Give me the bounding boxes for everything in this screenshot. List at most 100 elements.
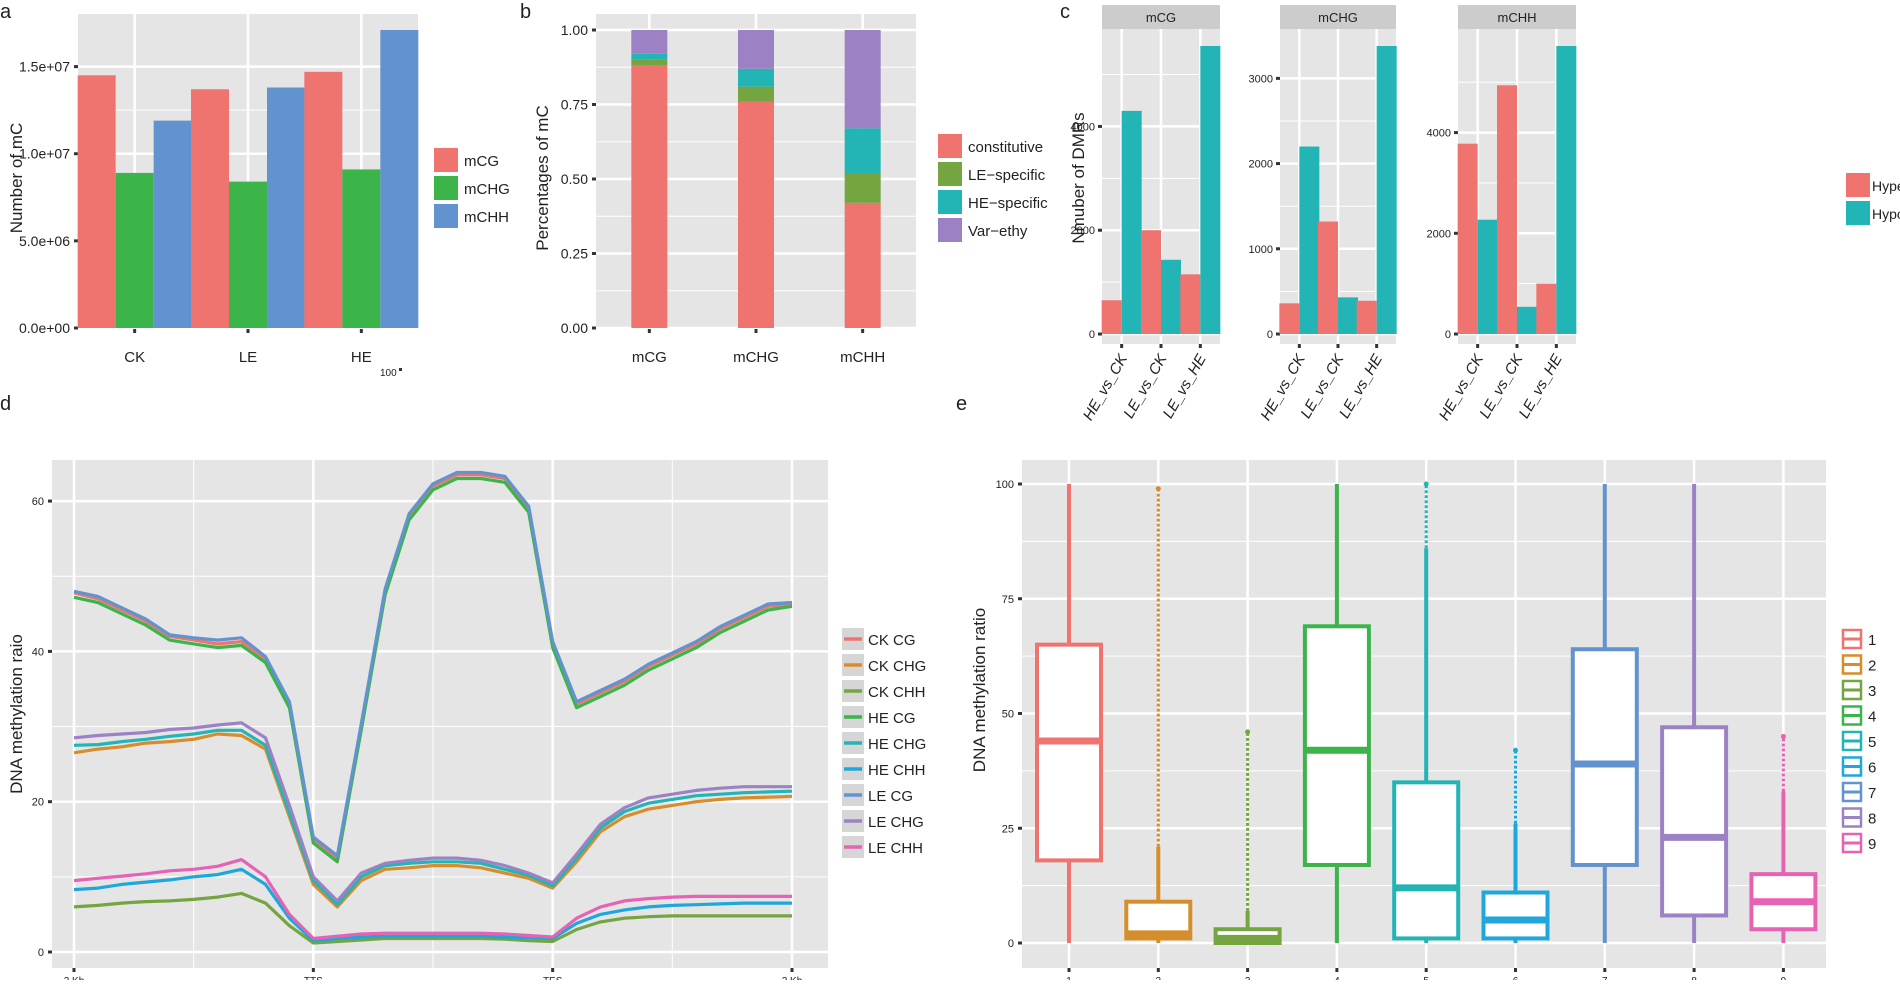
box-7 bbox=[1570, 647, 1639, 867]
legend-label: Hyper bbox=[1872, 178, 1900, 194]
legend-label: CK CHG bbox=[868, 658, 926, 675]
legend-label: HE CHH bbox=[868, 762, 926, 779]
x-tick-label: 5 bbox=[1423, 976, 1429, 980]
legend-label: Hypo bbox=[1872, 206, 1900, 222]
x-tick-mark bbox=[1476, 344, 1480, 348]
legend-label: mCG bbox=[464, 153, 499, 170]
x-tick-mark bbox=[1156, 968, 1160, 972]
x-tick-label: 7 bbox=[1602, 976, 1608, 980]
x-tick-mark bbox=[311, 968, 315, 972]
y-tick-mark bbox=[74, 152, 78, 156]
y-tick-label: 4000 bbox=[1071, 121, 1095, 133]
y-tick-mark bbox=[1098, 228, 1102, 232]
legend-key-LE-specific bbox=[938, 162, 962, 186]
stack-LE-specific-mCHH bbox=[844, 173, 881, 203]
legend-label: 7 bbox=[1868, 785, 1876, 802]
stack-LE-specific-mCHG bbox=[738, 86, 774, 102]
y-tick-label: 4000 bbox=[1427, 128, 1451, 140]
facet-strip bbox=[1280, 5, 1396, 29]
legend-label: LE CHH bbox=[868, 840, 923, 857]
legend-label: LE CHG bbox=[868, 814, 924, 831]
bar-mCHG-LE bbox=[229, 181, 267, 328]
y-tick-mark bbox=[1018, 482, 1022, 486]
y-tick-label: 0.75 bbox=[561, 97, 588, 113]
bar-mCHH-CK bbox=[153, 120, 192, 329]
x-tick-mark bbox=[1554, 344, 1558, 348]
y-tick-mark bbox=[1454, 131, 1458, 135]
box-6 bbox=[1481, 890, 1550, 941]
legend-label: LE−specific bbox=[968, 167, 1046, 184]
y-tick-label: 40 bbox=[32, 646, 44, 658]
series-line-CK-CHH bbox=[73, 891, 792, 945]
legend-label: 5 bbox=[1868, 734, 1876, 751]
x-tick-mark bbox=[1297, 344, 1301, 348]
stray-label: 100 bbox=[380, 368, 397, 379]
bar-hypo-HE_vs_CK bbox=[1121, 110, 1142, 334]
y-tick-mark bbox=[48, 499, 52, 503]
x-tick-label: 2 Kb bbox=[64, 976, 85, 980]
stack-Var-ethy-mCHH bbox=[844, 30, 881, 129]
y-tick-label: 25 bbox=[1002, 823, 1014, 835]
y-tick-label: 0 bbox=[1089, 329, 1095, 341]
x-tick-label: mCG bbox=[632, 349, 667, 366]
legend-key-mCHG bbox=[434, 176, 458, 200]
y-axis-title: Nmuber of DMRs bbox=[1069, 112, 1088, 243]
y-tick-label: 60 bbox=[32, 496, 44, 508]
y-tick-mark bbox=[592, 177, 596, 181]
facet-label: mCG bbox=[1146, 10, 1176, 25]
x-tick-mark bbox=[790, 968, 794, 972]
x-tick-label: TTS bbox=[304, 976, 323, 980]
y-tick-mark bbox=[1276, 247, 1280, 251]
x-tick-label: mCHG bbox=[733, 349, 779, 366]
series-line-LE-CHH bbox=[73, 857, 792, 941]
legend-key-mCHH bbox=[434, 204, 458, 228]
y-tick-label: 20 bbox=[32, 797, 44, 809]
x-tick-mark bbox=[1514, 968, 1517, 972]
y-tick-mark bbox=[1018, 826, 1022, 830]
y-tick-label: 3000 bbox=[1249, 73, 1273, 85]
y-tick-label: 2000 bbox=[1071, 225, 1095, 237]
x-tick-label: CK bbox=[124, 349, 145, 366]
x-tick-mark bbox=[1603, 968, 1607, 972]
x-tick-mark bbox=[1781, 968, 1785, 972]
y-tick-label: 1000 bbox=[1249, 244, 1273, 256]
series-line-LE-CG bbox=[73, 470, 793, 858]
y-tick-label: 0.50 bbox=[561, 171, 588, 187]
bar-hypo-HE_vs_CK bbox=[1299, 146, 1320, 334]
outlier-point-9 bbox=[1780, 733, 1786, 739]
legend-key-Var-ethy bbox=[938, 218, 962, 242]
legend-label: mCHG bbox=[464, 181, 510, 198]
legend-label: mCHH bbox=[464, 209, 509, 226]
y-tick-label: 1.0e+07 bbox=[19, 146, 70, 162]
x-tick-mark bbox=[1375, 344, 1379, 348]
bar-hyper-HE_vs_CK bbox=[1279, 303, 1300, 334]
bar-hyper-LE_vs_CK bbox=[1318, 221, 1338, 334]
box-1 bbox=[1035, 642, 1103, 863]
y-tick-mark bbox=[1098, 332, 1102, 336]
x-tick-label: HE bbox=[351, 349, 372, 366]
legend-label: constitutive bbox=[968, 139, 1043, 156]
x-tick-mark bbox=[1067, 968, 1071, 972]
series-line-HE-CG bbox=[73, 476, 793, 864]
y-tick-mark bbox=[1098, 124, 1102, 128]
y-tick-label: 2000 bbox=[1427, 228, 1451, 240]
y-tick-mark bbox=[1276, 76, 1280, 80]
stack-Var-ethy-mCG bbox=[631, 30, 668, 54]
bar-hypo-LE_vs_HE bbox=[1376, 46, 1397, 334]
x-tick-label: 2 bbox=[1156, 976, 1162, 980]
y-tick-mark bbox=[1276, 332, 1280, 336]
y-tick-label: 0.25 bbox=[561, 246, 588, 262]
bar-mCHH-HE bbox=[380, 30, 419, 328]
y-axis-title: Percentages of mC bbox=[533, 105, 552, 251]
bar-hyper-LE_vs_HE bbox=[1356, 300, 1377, 334]
y-tick-mark bbox=[1454, 231, 1458, 235]
x-tick-mark bbox=[359, 329, 363, 333]
outlier-point-6 bbox=[1513, 747, 1518, 753]
y-tick-label: 75 bbox=[1002, 594, 1014, 606]
stack-LE-specific-mCG bbox=[631, 59, 668, 66]
y-tick-mark bbox=[592, 103, 596, 106]
legend-label: 4 bbox=[1868, 709, 1876, 726]
x-tick-label: 8 bbox=[1691, 976, 1697, 980]
legend-label: 9 bbox=[1868, 836, 1876, 853]
y-tick-label: 1.5e+07 bbox=[19, 59, 70, 75]
